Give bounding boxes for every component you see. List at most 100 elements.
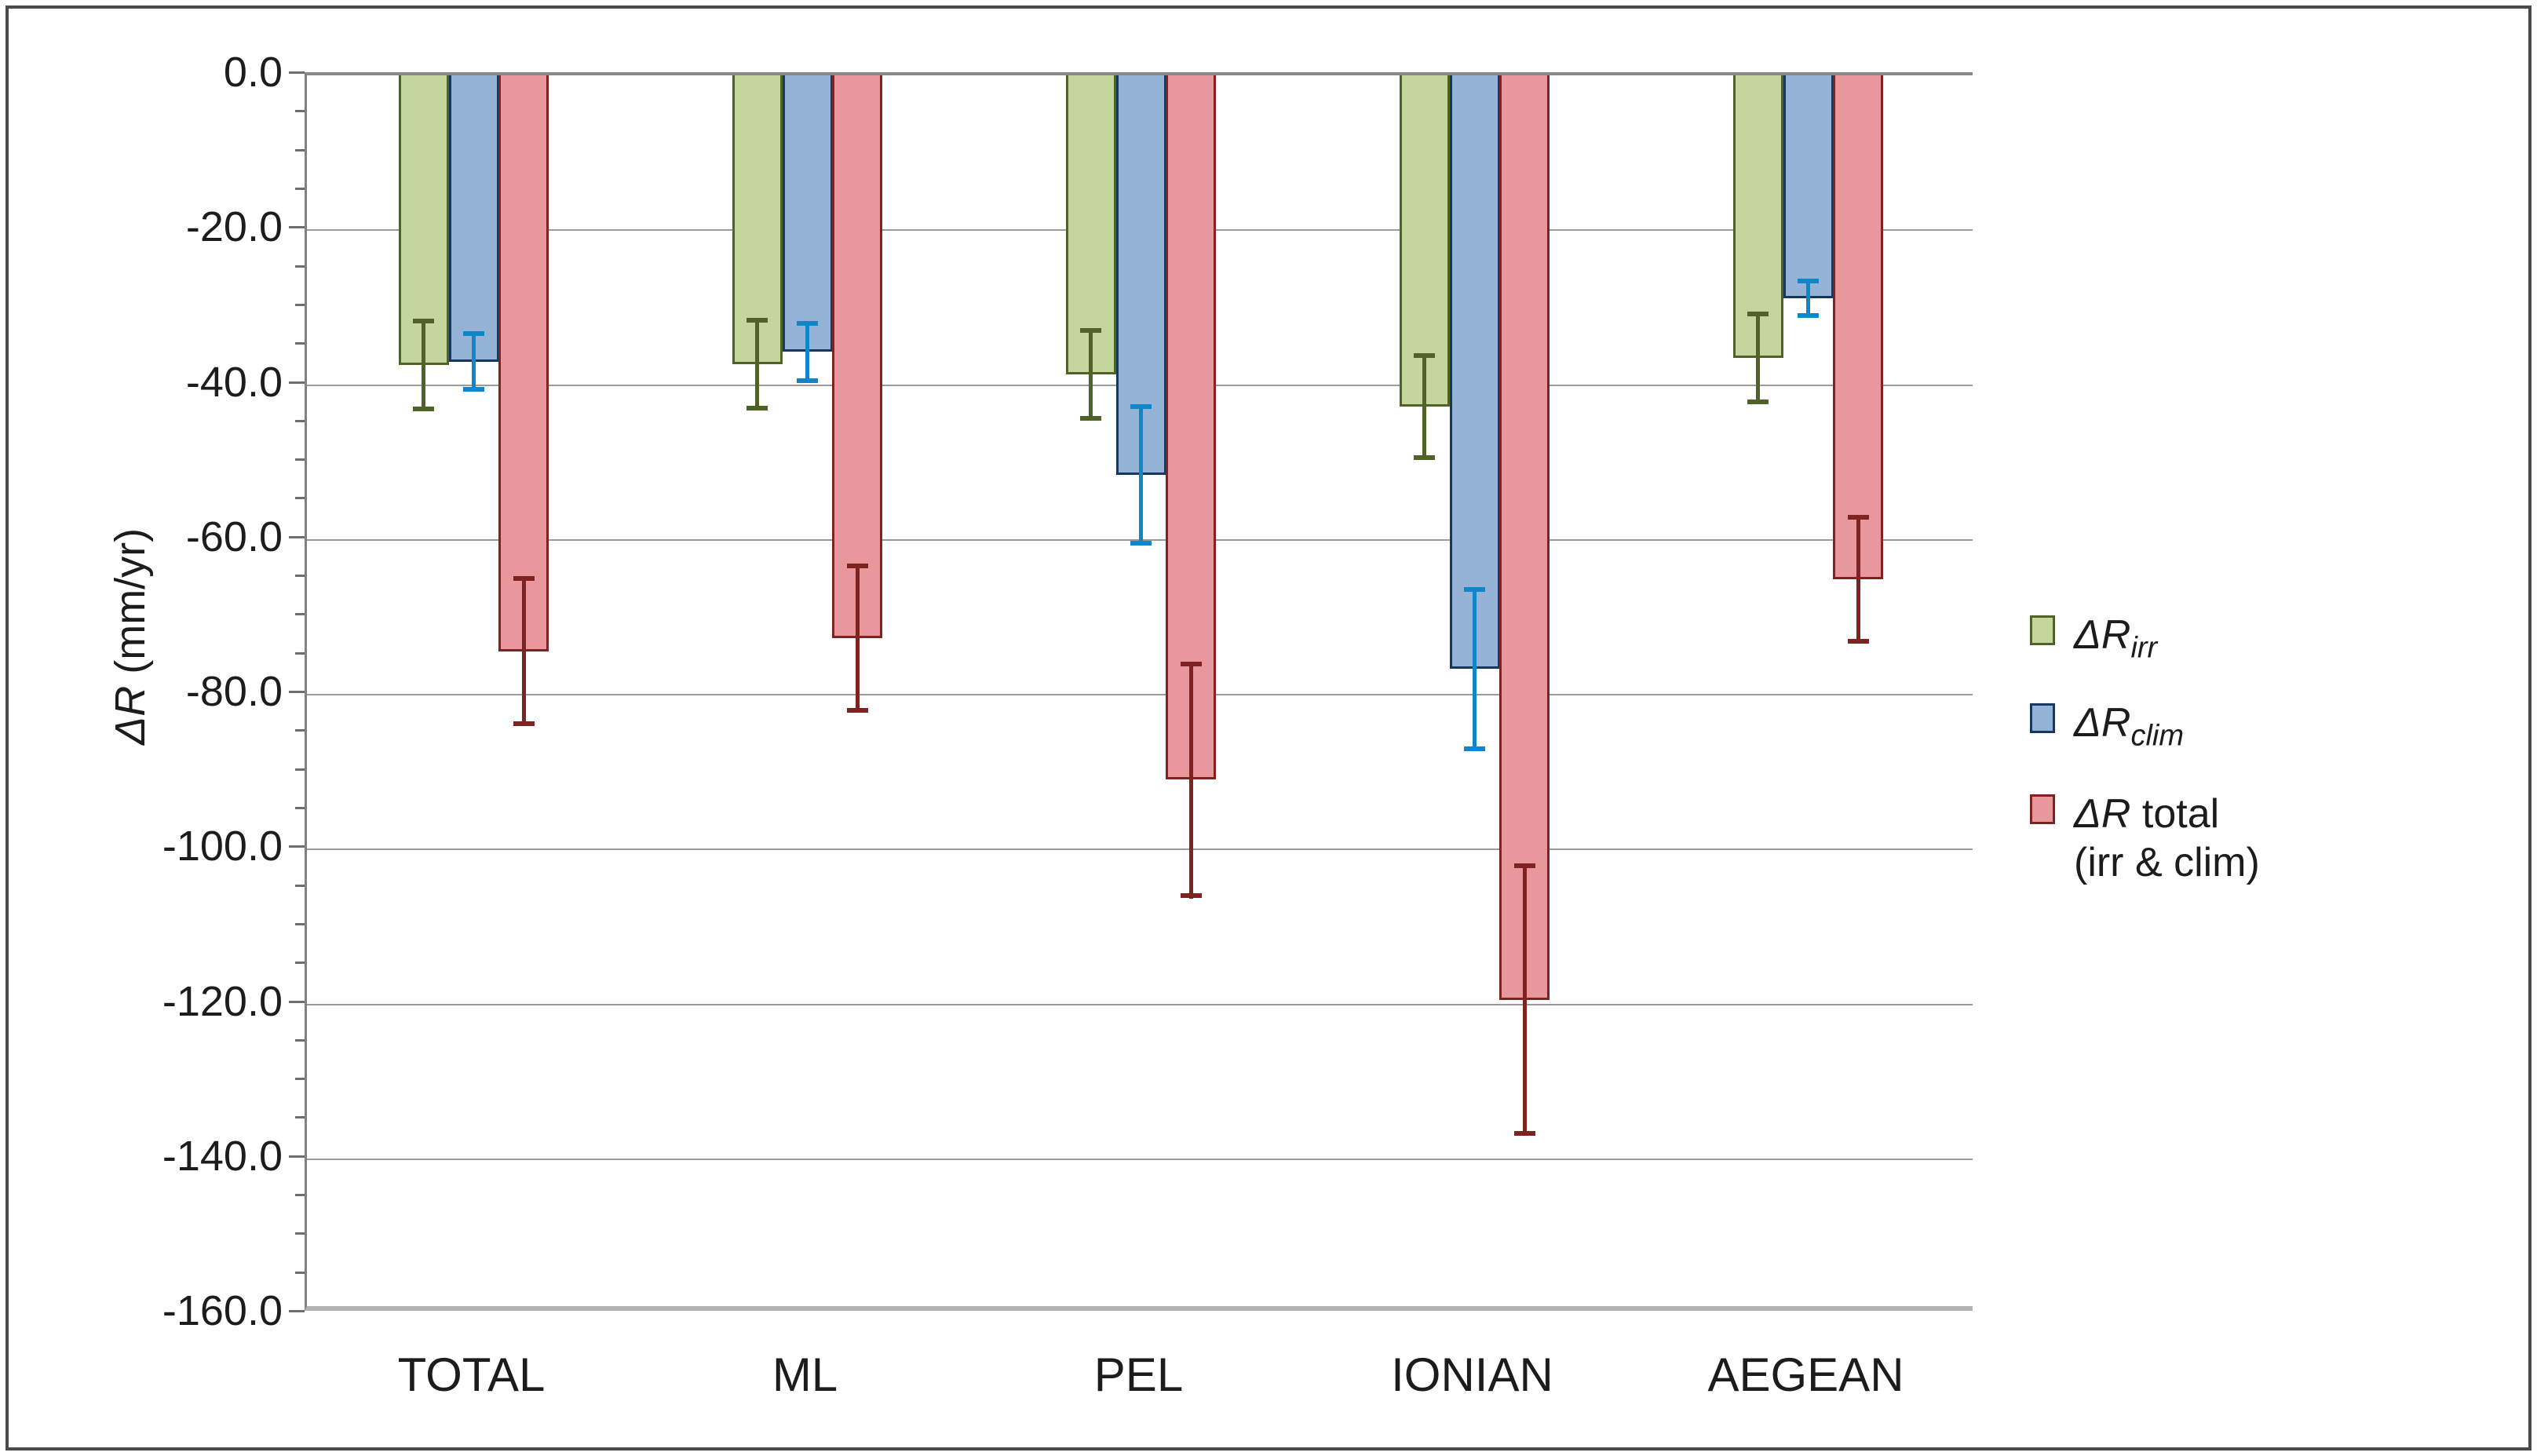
y-axis-minor-tick (295, 458, 305, 461)
bar-irr-ionian (1400, 75, 1450, 407)
legend-label-total: ΔR total (irr & clim) (2074, 791, 2260, 885)
y-tick-label: -120.0 (162, 978, 283, 1025)
y-axis-minor-tick (295, 729, 305, 732)
y-axis-minor-tick (295, 1078, 305, 1080)
error-bar (1089, 328, 1093, 421)
y-axis-minor-tick (295, 149, 305, 151)
bar-irr-ml (732, 75, 783, 364)
legend-label-irr: ΔRirr (2074, 612, 2158, 665)
y-axis-minor-tick (295, 1232, 305, 1235)
error-bar-bottom-cap (1514, 1131, 1535, 1136)
error-bar (1139, 404, 1143, 545)
error-bar-bottom-cap (1414, 455, 1435, 460)
error-bar-bottom-cap (413, 407, 434, 411)
y-axis-minor-tick (295, 575, 305, 577)
error-bar-bottom-cap (1080, 416, 1101, 421)
y-axis-major-tick (289, 1155, 305, 1158)
x-category-label: IONIAN (1391, 1348, 1553, 1401)
plot-area (305, 72, 1973, 1311)
y-axis-minor-tick (295, 807, 305, 809)
bar-total-aegean (1833, 75, 1883, 579)
y-tick-label: -100.0 (162, 823, 283, 870)
error-bar (755, 318, 759, 411)
error-bar-top-cap (1414, 353, 1435, 358)
error-bar-top-cap (797, 321, 818, 326)
bar-clim-aegean (1783, 75, 1834, 298)
y-tick-label: 0.0 (223, 49, 283, 96)
y-axis-minor-tick (295, 304, 305, 306)
error-bar-top-cap (1080, 328, 1101, 333)
y-tick-label: -80.0 (185, 668, 283, 715)
error-bar (422, 319, 425, 411)
bar-clim-total (449, 75, 499, 362)
error-bar-bottom-cap (513, 721, 535, 726)
bar-irr-total (399, 75, 449, 365)
error-bar-top-cap (1130, 404, 1152, 409)
y-axis-minor-tick (295, 1116, 305, 1118)
error-bar-top-cap (746, 318, 768, 323)
y-axis-minor-tick (295, 1194, 305, 1196)
x-category-label: PEL (1093, 1348, 1184, 1401)
error-bar-bottom-cap (1848, 639, 1869, 644)
bar-clim-ml (783, 75, 833, 352)
gridline (307, 1159, 1973, 1160)
error-bar-bottom-cap (847, 708, 868, 713)
y-axis-minor-tick (295, 497, 305, 499)
error-bar (856, 564, 860, 712)
error-bar-top-cap (1464, 587, 1485, 592)
x-category-label: TOTAL (397, 1348, 546, 1401)
bar-clim-ionian (1450, 75, 1500, 669)
y-axis-minor-tick (295, 1039, 305, 1042)
bar-total-ml (832, 75, 882, 638)
y-tick-label: -60.0 (185, 513, 283, 560)
x-category-label: ML (772, 1348, 838, 1401)
figure-border (5, 5, 2532, 1451)
y-axis-major-tick (289, 381, 305, 384)
y-axis-minor-tick (295, 342, 305, 345)
error-bar-top-cap (463, 331, 484, 336)
error-bar-bottom-cap (1181, 893, 1202, 898)
y-tick-label: -20.0 (185, 203, 283, 250)
x-category-label: AEGEAN (1707, 1348, 1904, 1401)
y-axis-minor-tick (295, 885, 305, 887)
error-bar-top-cap (1798, 279, 1819, 283)
y-axis-minor-tick (295, 420, 305, 422)
legend-swatch-total (2030, 794, 2055, 824)
y-axis-major-tick (289, 691, 305, 693)
error-bar (1523, 863, 1527, 1136)
legend-label-total-line2: (irr & clim) (2074, 840, 2260, 885)
error-bar (1422, 353, 1426, 460)
bar-total-ionian (1499, 75, 1550, 1000)
error-bar-bottom-cap (1798, 313, 1819, 318)
legend-swatch-clim (2030, 703, 2055, 733)
error-bar-bottom-cap (1747, 400, 1769, 404)
gridline (307, 1004, 1973, 1005)
gridline (307, 848, 1973, 850)
error-bar-top-cap (1181, 662, 1202, 666)
bar-total-total (498, 75, 549, 651)
y-axis-minor-tick (295, 110, 305, 112)
y-tick-label: -140.0 (162, 1133, 283, 1180)
error-bar (1856, 515, 1860, 644)
error-bar (522, 576, 526, 726)
y-tick-label: -40.0 (185, 359, 283, 406)
legend-swatch-irr (2030, 615, 2055, 645)
error-bar (1756, 312, 1760, 404)
error-bar-bottom-cap (746, 406, 768, 411)
error-bar-top-cap (1747, 312, 1769, 316)
y-axis-major-tick (289, 226, 305, 228)
error-bar-bottom-cap (463, 387, 484, 392)
error-bar (472, 331, 476, 392)
y-axis-major-tick (289, 1310, 305, 1312)
error-bar-top-cap (513, 576, 535, 581)
y-axis-minor-tick (295, 1272, 305, 1274)
y-axis-minor-tick (295, 923, 305, 925)
y-axis-major-tick (289, 536, 305, 538)
y-axis-minor-tick (295, 652, 305, 655)
error-bar-bottom-cap (797, 378, 818, 383)
y-axis-major-tick (289, 1001, 305, 1003)
error-bar-bottom-cap (1464, 746, 1485, 751)
error-bar (1189, 662, 1193, 899)
y-axis-minor-tick (295, 188, 305, 190)
